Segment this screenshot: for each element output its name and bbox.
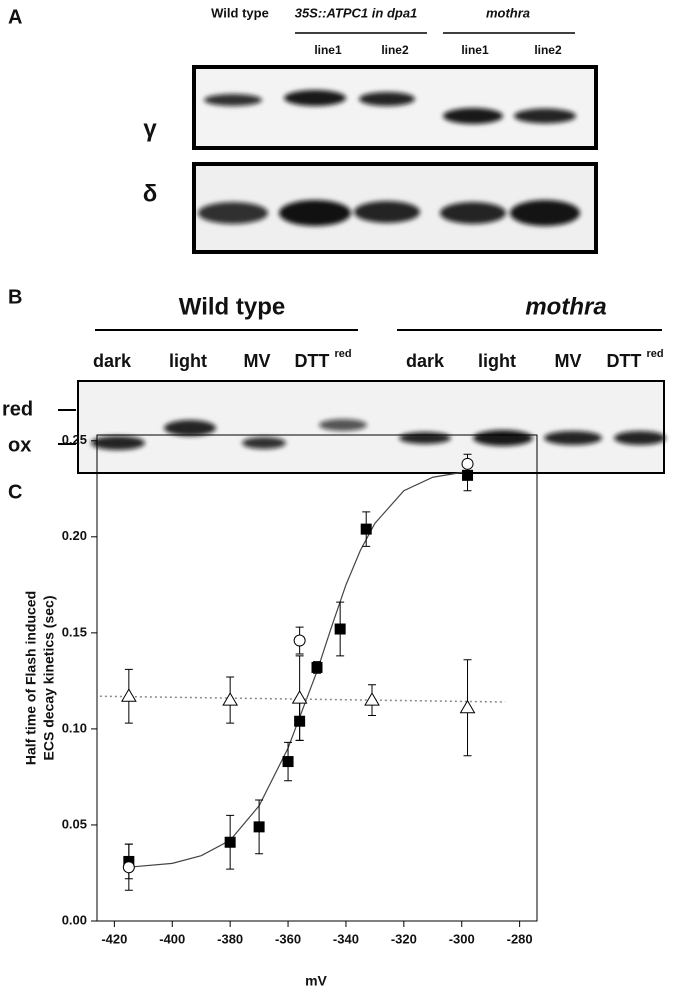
column-label: Wild type: [211, 5, 269, 20]
band: [284, 90, 346, 106]
band: [242, 437, 286, 449]
band: [198, 202, 268, 224]
lane-name: DTT: [294, 351, 329, 371]
band: [204, 94, 262, 106]
point: [311, 661, 323, 673]
y-tick-label: 0.05: [62, 816, 87, 831]
lane-superscript: red: [334, 348, 351, 360]
line-label: line1: [461, 43, 489, 57]
point: [253, 821, 265, 833]
lane-name: MV: [244, 351, 271, 371]
group-label: mothra: [525, 293, 606, 320]
lane-name: light: [169, 351, 207, 371]
point: [334, 623, 346, 635]
x-tick-label: -380: [217, 931, 243, 946]
lane-name: dark: [93, 351, 132, 371]
lane-labels: dark light MV DTT red dark light MV DTT red: [93, 348, 664, 371]
band: [354, 201, 420, 223]
point: [459, 699, 476, 714]
column-label: 35S::ATPC1 in dpa1: [295, 5, 418, 20]
point: [293, 634, 306, 647]
y-tick-label: 0.25: [62, 432, 87, 447]
bands: [198, 90, 580, 226]
band: [359, 92, 415, 106]
marker-label: ox: [8, 434, 31, 456]
fit-line: [128, 470, 468, 868]
lane-name: DTT: [606, 351, 641, 371]
point: [120, 688, 137, 702]
point: [291, 690, 308, 704]
blot-label: δ: [143, 180, 158, 207]
column-label: mothra: [486, 5, 530, 20]
y-tick-label: 0.20: [62, 528, 87, 543]
band: [510, 200, 580, 226]
point: [282, 756, 294, 768]
band: [440, 202, 506, 224]
band: [614, 431, 666, 445]
lane-label: dark: [406, 351, 445, 371]
band: [279, 200, 351, 226]
y-tick-label: 0.00: [62, 912, 87, 927]
panel-label: C: [8, 481, 22, 503]
lane-superscript: red: [646, 348, 663, 360]
band: [319, 419, 367, 431]
y-tick-label: 0.10: [62, 720, 87, 735]
line-label: line2: [381, 43, 409, 57]
x-tick-label: -420: [101, 931, 127, 946]
x-tick-label: -360: [275, 931, 301, 946]
point: [461, 457, 474, 470]
lane-label: dark: [93, 351, 132, 371]
y-tick-label: 0.15: [62, 624, 87, 639]
plot: -420 -400 -380 -360 -340 -320 -300 -280 0.00 0.05…: [62, 432, 538, 946]
x-tick-label: -280: [507, 931, 533, 946]
lane-label: MV: [555, 351, 582, 371]
x-tick-label: -320: [391, 931, 417, 946]
point: [360, 523, 372, 535]
y-axis-label: Half time of Flash induced: [23, 591, 39, 765]
x-axis-label: mV: [305, 973, 327, 989]
lane-label: DTT red: [294, 348, 351, 371]
x-tick-label: -340: [333, 931, 359, 946]
point: [224, 836, 236, 848]
lane-label: light: [169, 351, 207, 371]
band: [544, 431, 602, 445]
panel-label: B: [8, 286, 22, 308]
band: [473, 430, 533, 446]
group-label: Wild type: [179, 293, 285, 320]
line-label: line1: [314, 43, 342, 57]
band: [164, 420, 216, 436]
lane-name: MV: [555, 351, 582, 371]
lane-label: MV: [244, 351, 271, 371]
band: [91, 436, 145, 450]
point: [122, 861, 135, 874]
point: [222, 692, 239, 706]
y-axis-label: ECS decay kinetics (sec): [41, 596, 57, 761]
marker-label: red: [2, 398, 33, 420]
band: [514, 108, 576, 124]
point: [364, 692, 380, 706]
lane-name: light: [478, 351, 516, 371]
x-tick-label: -300: [449, 931, 475, 946]
blot-frame: [192, 65, 598, 150]
blot-label: γ: [143, 115, 157, 142]
plot-frame: [96, 434, 538, 922]
lane-label: DTT red: [606, 348, 663, 371]
line-label: line2: [534, 43, 562, 57]
lane-label: light: [478, 351, 516, 371]
band: [443, 108, 503, 124]
x-tick-label: -400: [159, 931, 185, 946]
panel-label: A: [8, 6, 22, 28]
lane-name: dark: [406, 351, 445, 371]
band: [399, 432, 451, 444]
